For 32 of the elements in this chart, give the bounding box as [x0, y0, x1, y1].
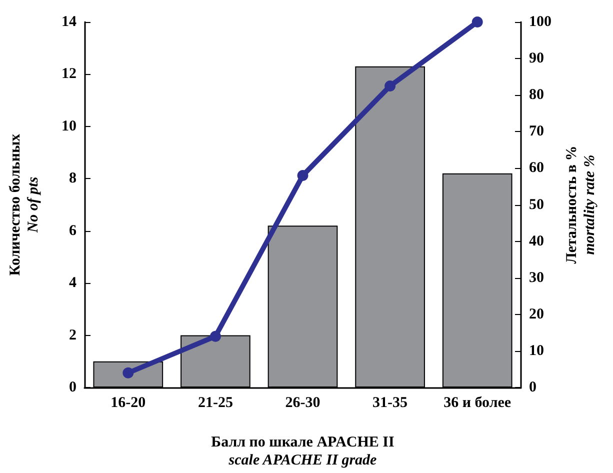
point — [122, 367, 134, 378]
y-tick-label: 10 — [62, 118, 76, 134]
point — [210, 330, 221, 342]
x-tick-label: 31-35 — [372, 395, 408, 411]
y2-tick-label: 10 — [529, 342, 544, 359]
point — [384, 80, 396, 92]
x-tick-label: 36 и более — [444, 395, 512, 411]
y-tick-label: 0 — [69, 380, 76, 396]
x-tick-label: 16-20 — [110, 395, 146, 411]
y-axis-title: Количество больных No of pts — [8, 133, 42, 276]
y2-tick-label: 80 — [529, 87, 544, 104]
y-tick-label: 12 — [62, 66, 76, 82]
y2-tick-label: 100 — [529, 14, 552, 30]
x-axis-title: Балл по шкале APACHE II scale APACHE II grade — [211, 434, 395, 468]
y2-tick-label: 20 — [529, 306, 544, 322]
y2-tick-label: 30 — [529, 270, 544, 286]
x-tick-label: 26-30 — [285, 395, 320, 411]
y-tick-label: 14 — [62, 14, 77, 30]
y2-axis-title: Летальность в % mortality rate % — [564, 146, 598, 264]
y2-tick-label: 50 — [529, 196, 544, 213]
point — [297, 170, 308, 182]
y2-tick-label: 70 — [529, 124, 544, 140]
y-tick-label: 6 — [69, 222, 77, 239]
y-tick-label: 8 — [69, 170, 76, 187]
x-tick-label: 21-25 — [198, 395, 233, 411]
y-tick-label: 4 — [69, 275, 77, 292]
y2-tick-label: 40 — [529, 233, 544, 250]
y2-tick-label: 0 — [529, 380, 536, 396]
y2-tick-label: 60 — [529, 160, 544, 176]
point — [472, 16, 483, 28]
y2-tick-label: 90 — [529, 50, 544, 67]
y-tick-label: 2 — [69, 327, 76, 344]
